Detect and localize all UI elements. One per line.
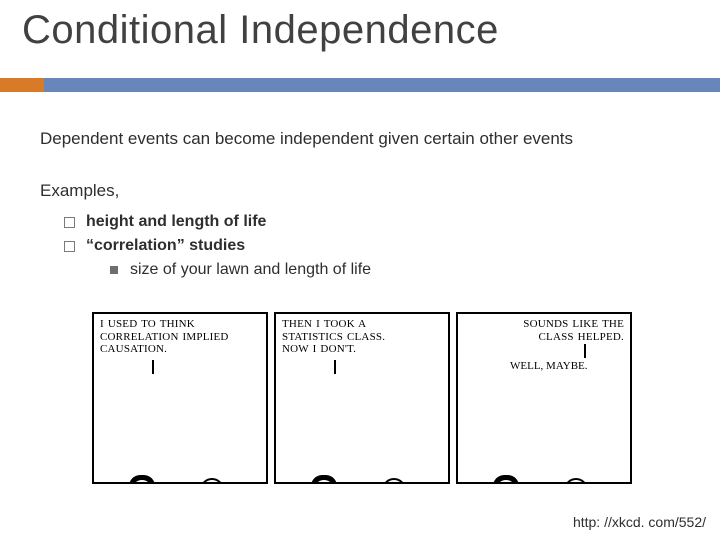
- comic-figures: [94, 386, 266, 478]
- comic-panel: THEN I TOOK A STATISTICS CLASS. NOW I DO…: [274, 312, 450, 484]
- rule-accent: [0, 78, 44, 92]
- bullet-text: “correlation” studies: [86, 237, 245, 254]
- citation: http: //xkcd. com/552/: [573, 514, 706, 530]
- comic-panel: I USED TO THINK CORRELATION IMPLIED CAUS…: [92, 312, 268, 484]
- rule-bar: [44, 78, 720, 92]
- title-rule: [0, 78, 720, 92]
- figure-head: [382, 478, 406, 484]
- figure-head: [564, 478, 588, 484]
- slide: Conditional Independence Dependent event…: [0, 0, 720, 540]
- speech-tail: [584, 344, 586, 358]
- speech-tail: [152, 360, 154, 374]
- figure-head: [200, 478, 224, 484]
- intro-text: Dependent events can become independent …: [40, 128, 680, 150]
- bullet-text: height and length of life: [86, 213, 266, 230]
- speech-tail: [334, 360, 336, 374]
- comic-strip: I USED TO THINK CORRELATION IMPLIED CAUS…: [92, 312, 632, 484]
- comic-speech: I USED TO THINK CORRELATION IMPLIED CAUS…: [100, 318, 260, 356]
- sub-bullet-text: size of your lawn and length of life: [130, 261, 371, 278]
- bullet-list: height and length of life “correlation” …: [40, 212, 680, 281]
- sub-bullet-list: size of your lawn and length of life: [86, 260, 680, 280]
- sub-bullet-item: size of your lawn and length of life: [110, 260, 680, 280]
- bullet-item: “correlation” studies size of your lawn …: [64, 236, 680, 281]
- comic-speech: THEN I TOOK A STATISTICS CLASS. NOW I DO…: [282, 318, 442, 356]
- comic-reply: WELL, MAYBE.: [510, 360, 588, 372]
- comic-figures: [458, 386, 630, 478]
- comic-figures: [276, 386, 448, 478]
- examples-label: Examples,: [40, 180, 680, 202]
- slide-title: Conditional Independence: [22, 8, 499, 53]
- comic-panel: SOUNDS LIKE THE CLASS HELPED. WELL, MAYB…: [456, 312, 632, 484]
- comic-speech: SOUNDS LIKE THE CLASS HELPED.: [464, 318, 624, 343]
- bullet-item: height and length of life: [64, 212, 680, 232]
- body: Dependent events can become independent …: [40, 128, 680, 285]
